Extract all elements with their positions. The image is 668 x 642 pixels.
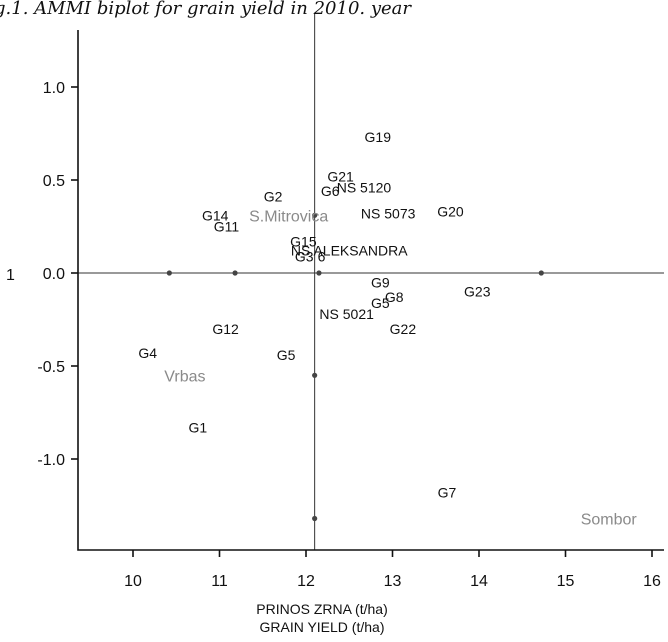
x-tick-label: 14 <box>470 573 488 590</box>
y-tick-label: -1.0 <box>37 452 65 469</box>
genotype-label: G6 <box>321 183 340 199</box>
x-tick-label: 13 <box>384 573 402 590</box>
y-axis: 1.0 0.5 0.0 -0.5 -1.0 <box>37 80 78 469</box>
plot-axes <box>77 30 664 551</box>
x-tick-label: 16 <box>643 573 661 590</box>
genotype-label: NS 5120 <box>337 179 392 195</box>
y-tick-label: 0.0 <box>43 266 65 283</box>
genotype-label: G20 <box>437 204 464 220</box>
genotype-label: G15 <box>290 233 317 249</box>
genotype-label: G1 <box>189 419 208 435</box>
environment-labels: S.Mitrovica Vrbas Sombor <box>164 208 637 528</box>
environment-point <box>312 212 318 218</box>
genotype-label: G14 <box>202 207 229 223</box>
genotype-label: G19 <box>365 129 392 145</box>
genotype-label: G5 <box>277 347 296 363</box>
environment-label: S.Mitrovica <box>249 208 328 225</box>
genotype-label: NS 5021 <box>319 306 374 322</box>
environment-point <box>166 270 172 276</box>
environment-point <box>312 515 318 522</box>
genotype-label: G8 <box>385 289 404 305</box>
environment-point <box>232 270 238 276</box>
y-tick-label: 0.5 <box>43 173 65 190</box>
x-axis-label-english: GRAIN YIELD (t/ha) <box>259 619 384 635</box>
genotype-label: G11 <box>214 219 240 235</box>
genotype-label: G3 <box>295 248 314 264</box>
genotype-label: G5 <box>371 295 390 311</box>
y-tick-label: 1.0 <box>43 80 65 97</box>
y-tick-label: -0.5 <box>37 359 65 376</box>
genotype-label: G7 <box>438 484 457 500</box>
environment-point <box>312 372 318 378</box>
y-axis-label: 1 <box>6 267 15 284</box>
x-tick-label: 15 <box>557 573 575 590</box>
genotype-label: G23 <box>464 284 491 300</box>
environment-label: Sombor <box>581 512 638 529</box>
genotype-label: G9 <box>371 274 390 290</box>
x-axis: 10 11 12 13 14 15 16 <box>124 550 661 590</box>
genotype-label: G4 <box>138 345 157 361</box>
x-axis-label: PRINOS ZRNA (t/ha) <box>256 601 387 617</box>
chart-title: g.1. AMMI biplot for grain yield in 2010… <box>0 0 412 19</box>
x-tick-label: 11 <box>211 573 228 590</box>
genotype-label: NS ALEKSANDRA <box>291 243 408 259</box>
environment-label: Vrbas <box>164 368 205 385</box>
genotype-label: G2 <box>264 189 283 205</box>
genotype-label: 6 <box>318 248 326 264</box>
genotype-label: G22 <box>390 321 417 337</box>
x-tick-label: 12 <box>297 573 315 590</box>
reference-lines <box>78 14 664 550</box>
environment-point <box>316 270 322 276</box>
genotype-label: G12 <box>212 321 239 337</box>
genotype-label: G21 <box>327 168 354 184</box>
environment-markers <box>166 212 544 522</box>
genotype-label: NS 5073 <box>361 205 416 221</box>
x-tick-label: 10 <box>124 573 142 590</box>
environment-point <box>538 270 544 276</box>
